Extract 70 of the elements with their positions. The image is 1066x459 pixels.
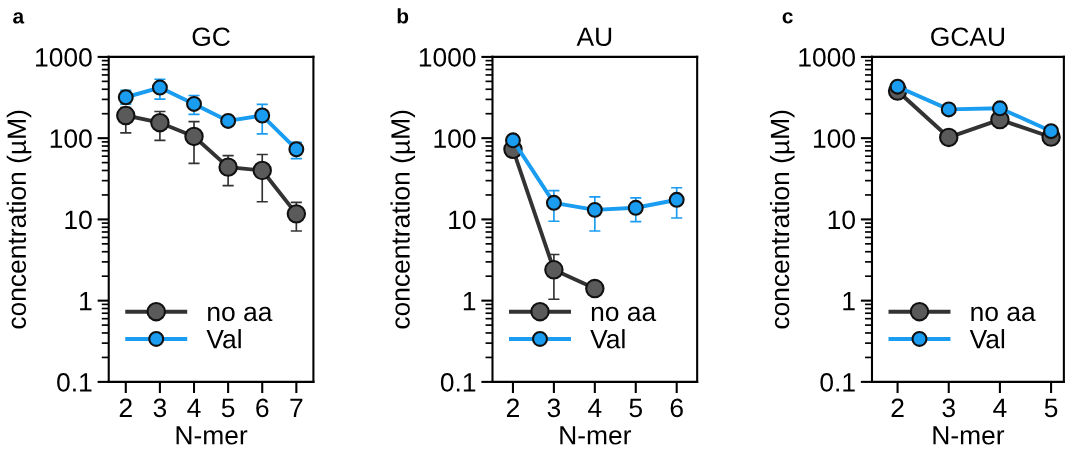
- y-tick-label: 10: [65, 210, 92, 230]
- x-axis-title: N-mer: [176, 426, 248, 445]
- x-tick-label: 4: [993, 398, 1007, 417]
- y-tick-label: 0.1: [57, 373, 92, 392]
- y-tick-label: 1: [80, 292, 92, 311]
- x-tick-label: 2: [119, 398, 132, 417]
- point: [668, 191, 685, 208]
- y-tick-label: 100: [814, 129, 855, 148]
- x-tick-label: 6: [670, 398, 683, 418]
- chart-title: GCAU: [931, 27, 1005, 47]
- point: [254, 107, 271, 124]
- x-tick-label: 7: [290, 398, 303, 417]
- y-axis-title: concentration (µM): [769, 110, 795, 329]
- point: [544, 260, 564, 280]
- point: [218, 157, 238, 177]
- y-tick-label: 0.1: [440, 373, 476, 392]
- chart-title: AU: [576, 27, 612, 47]
- text: a: [13, 12, 25, 24]
- point: [252, 160, 272, 181]
- y-axis-title: concentration (µM): [6, 110, 32, 329]
- y-tick-label: 100: [50, 129, 92, 148]
- point: [585, 278, 605, 299]
- y-axis-title: concentration (µM): [390, 110, 416, 329]
- x-tick-label: 2: [891, 398, 904, 417]
- legend-label: no aa: [971, 306, 1036, 322]
- point: [889, 78, 906, 95]
- x-tick-label: 4: [588, 398, 602, 417]
- chart-title: GC: [192, 27, 230, 47]
- point: [586, 201, 603, 218]
- legend-label: no aa: [208, 306, 273, 322]
- point: [545, 194, 562, 211]
- text: b: [397, 8, 409, 24]
- y-tick-label: 1: [463, 292, 476, 311]
- x-tick-label: 4: [187, 398, 201, 417]
- x-tick-label: 2: [506, 398, 519, 417]
- point: [286, 204, 307, 224]
- legend-label: Val: [969, 329, 1005, 349]
- y-tick-label: 10: [828, 210, 855, 230]
- point: [939, 127, 959, 148]
- x-tick-label: 5: [221, 398, 235, 418]
- x-tick-label: 5: [629, 398, 642, 418]
- legend-label: Val: [206, 329, 241, 349]
- y-tick-label: 1000: [419, 48, 476, 67]
- point: [186, 95, 202, 112]
- point: [504, 132, 521, 149]
- x-tick-label: 6: [256, 398, 269, 418]
- x-tick-label: 5: [1044, 398, 1058, 418]
- x-axis-title: N-mer: [560, 426, 632, 445]
- point: [151, 79, 168, 96]
- point: [991, 100, 1008, 117]
- point: [116, 105, 136, 126]
- point: [184, 126, 204, 147]
- y-tick-label: 1000: [36, 48, 92, 67]
- point: [1043, 123, 1060, 140]
- y-tick-label: 1: [843, 292, 855, 311]
- text: c: [782, 12, 793, 24]
- point: [627, 199, 644, 216]
- legend-label: Val: [590, 329, 625, 349]
- x-tick-label: 3: [547, 398, 561, 418]
- y-tick-label: 100: [434, 129, 476, 148]
- x-tick-label: 3: [153, 398, 167, 418]
- point: [150, 112, 170, 133]
- point: [220, 112, 237, 129]
- x-tick-label: 3: [942, 398, 955, 418]
- legend-label: no aa: [591, 306, 657, 322]
- y-tick-label: 1000: [799, 48, 855, 67]
- x-axis-title: N-mer: [933, 426, 1005, 445]
- point: [940, 101, 957, 118]
- y-tick-label: 10: [449, 210, 476, 230]
- y-tick-label: 0.1: [820, 373, 855, 392]
